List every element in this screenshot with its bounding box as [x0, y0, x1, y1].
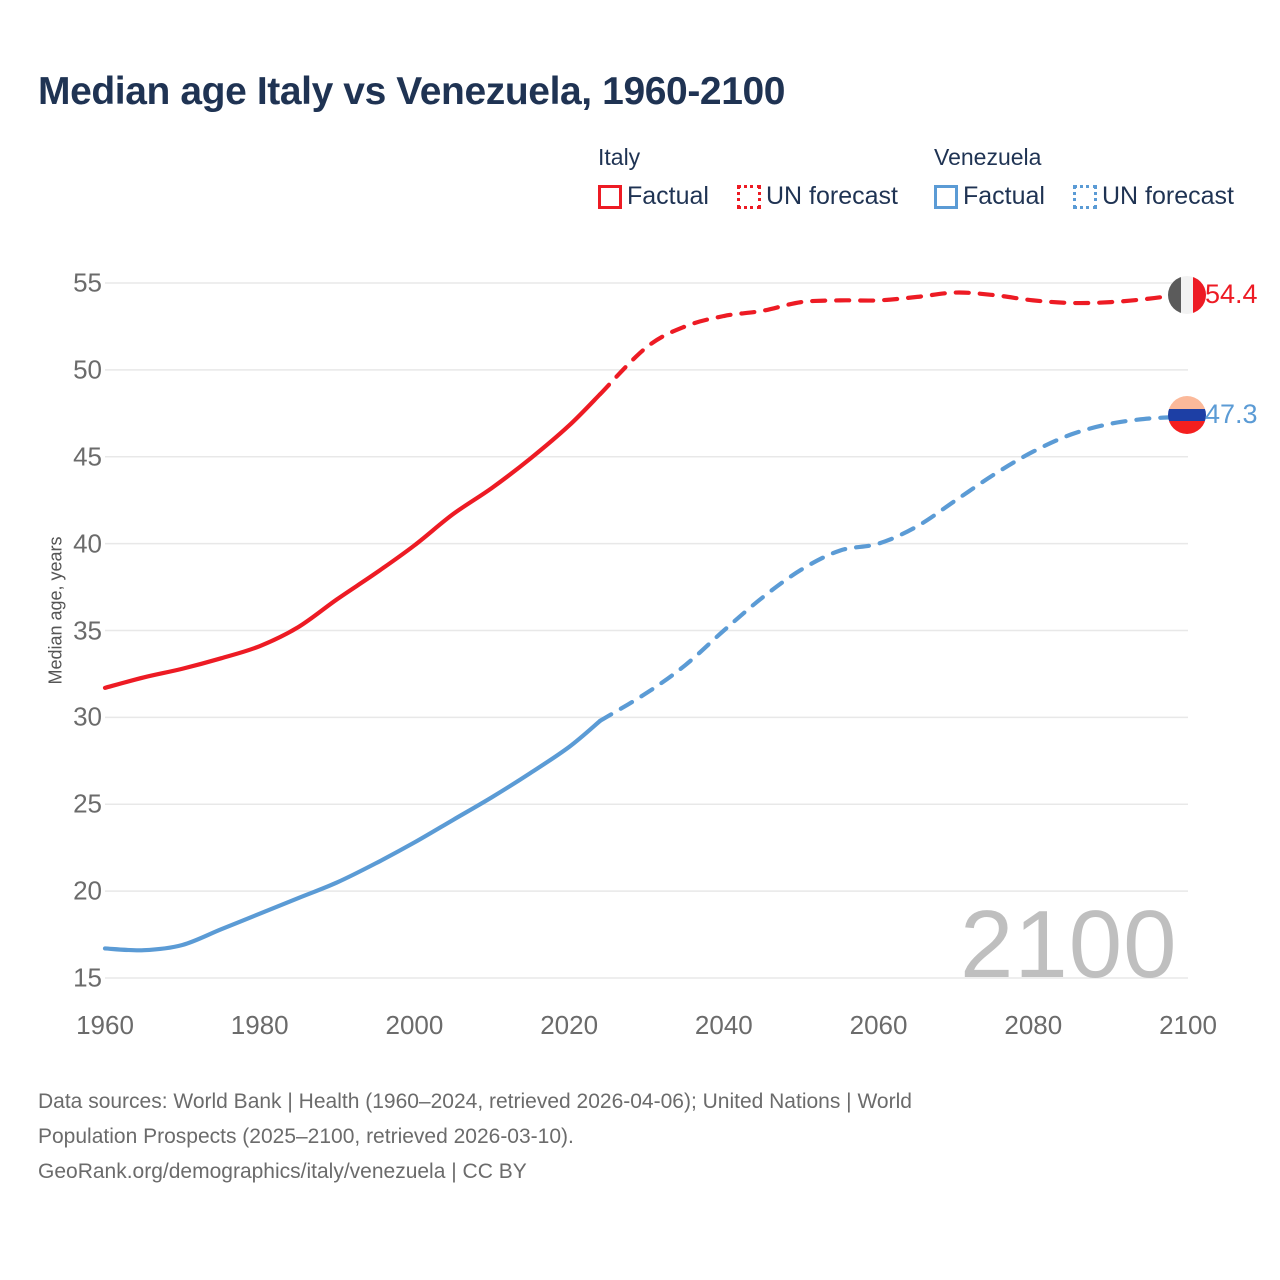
- x-tick-label: 2100: [1159, 1010, 1217, 1040]
- italy-flag-icon: [1168, 276, 1206, 314]
- legend-country-venezuela: Venezuela: [934, 144, 1042, 170]
- footer-sources: Data sources: World Bank | Health (1960–…: [38, 1084, 1218, 1189]
- legend-group-italy: Italy Factual UN forecast: [598, 143, 898, 211]
- legend-label-venezuela-forecast: UN forecast: [1101, 182, 1234, 210]
- legend-item-italy-factual[interactable]: Factual: [598, 182, 709, 211]
- y-tick-label: 25: [73, 788, 102, 819]
- footer-line-3: GeoRank.org/demographics/italy/venezuela…: [38, 1160, 527, 1183]
- series-line-venezuela-factual: [102, 718, 603, 953]
- x-tick-label: 1980: [230, 1010, 289, 1040]
- x-tick-label: 1960: [76, 1010, 134, 1040]
- end-label-venezuela: 47.3: [1205, 399, 1258, 429]
- end-label-italy: 54.4: [1205, 279, 1258, 309]
- legend-swatch-solid-icon: [934, 184, 958, 209]
- legend-swatch-dotted-icon: [736, 184, 761, 209]
- x-tick-label: 2080: [1004, 1010, 1063, 1040]
- legend-item-italy-forecast[interactable]: UN forecast: [736, 182, 898, 211]
- legend-swatch-dotted-icon: [1072, 184, 1097, 209]
- chart-legend: Italy Factual UN forecast Venezuela Fact…: [598, 143, 1258, 223]
- x-tick-label: 2060: [849, 1010, 908, 1040]
- legend-group-venezuela: Venezuela Factual UN forecast: [934, 143, 1234, 211]
- legend-item-venezuela-factual[interactable]: Factual: [934, 182, 1045, 211]
- footer-line-2: Population Prospects (2025–2100, retriev…: [38, 1125, 574, 1148]
- flag-band-red: [1168, 421, 1206, 434]
- x-tick-label: 2040: [694, 1010, 753, 1040]
- series-lines: [102, 290, 1191, 953]
- y-tick-label: 50: [73, 354, 102, 385]
- flag-band-red: [1193, 276, 1206, 314]
- flag-band-blue: [1168, 408, 1206, 422]
- y-tick-label: 40: [73, 528, 102, 559]
- page-title: Median age Italy vs Venezuela, 1960-2100: [38, 70, 786, 113]
- legend-country-italy: Italy: [598, 144, 641, 170]
- flag-band-white: [1180, 276, 1194, 314]
- y-tick-label: 15: [73, 962, 102, 993]
- legend-swatch-solid-icon: [598, 184, 622, 209]
- flag-band-green: [1168, 276, 1181, 314]
- y-tick-label: 20: [73, 875, 102, 906]
- y-tick-label: 35: [73, 615, 102, 645]
- legend-label-venezuela-factual: Factual: [963, 182, 1045, 210]
- y-tick-label: 55: [73, 267, 102, 298]
- year-watermark: 2100: [960, 891, 1178, 998]
- gridlines: [105, 282, 1188, 979]
- x-tick-label: 2000: [385, 1010, 444, 1040]
- series-line-italy-factual: [102, 392, 603, 690]
- footer-line-1: Data sources: World Bank | Health (1960–…: [38, 1090, 912, 1113]
- series-line-italy-forecast: [597, 290, 1191, 397]
- series-line-venezuela-forecast: [597, 414, 1191, 723]
- x-tick-label: 2020: [540, 1010, 599, 1040]
- y-tick-label: 45: [73, 441, 102, 472]
- y-tick-label: 30: [73, 701, 102, 732]
- legend-label-italy-factual: Factual: [627, 182, 709, 210]
- legend-item-venezuela-forecast[interactable]: UN forecast: [1072, 182, 1234, 211]
- flag-band-yellow: [1168, 396, 1206, 409]
- legend-label-italy-forecast: UN forecast: [765, 182, 898, 210]
- venezuela-flag-icon: [1168, 396, 1206, 434]
